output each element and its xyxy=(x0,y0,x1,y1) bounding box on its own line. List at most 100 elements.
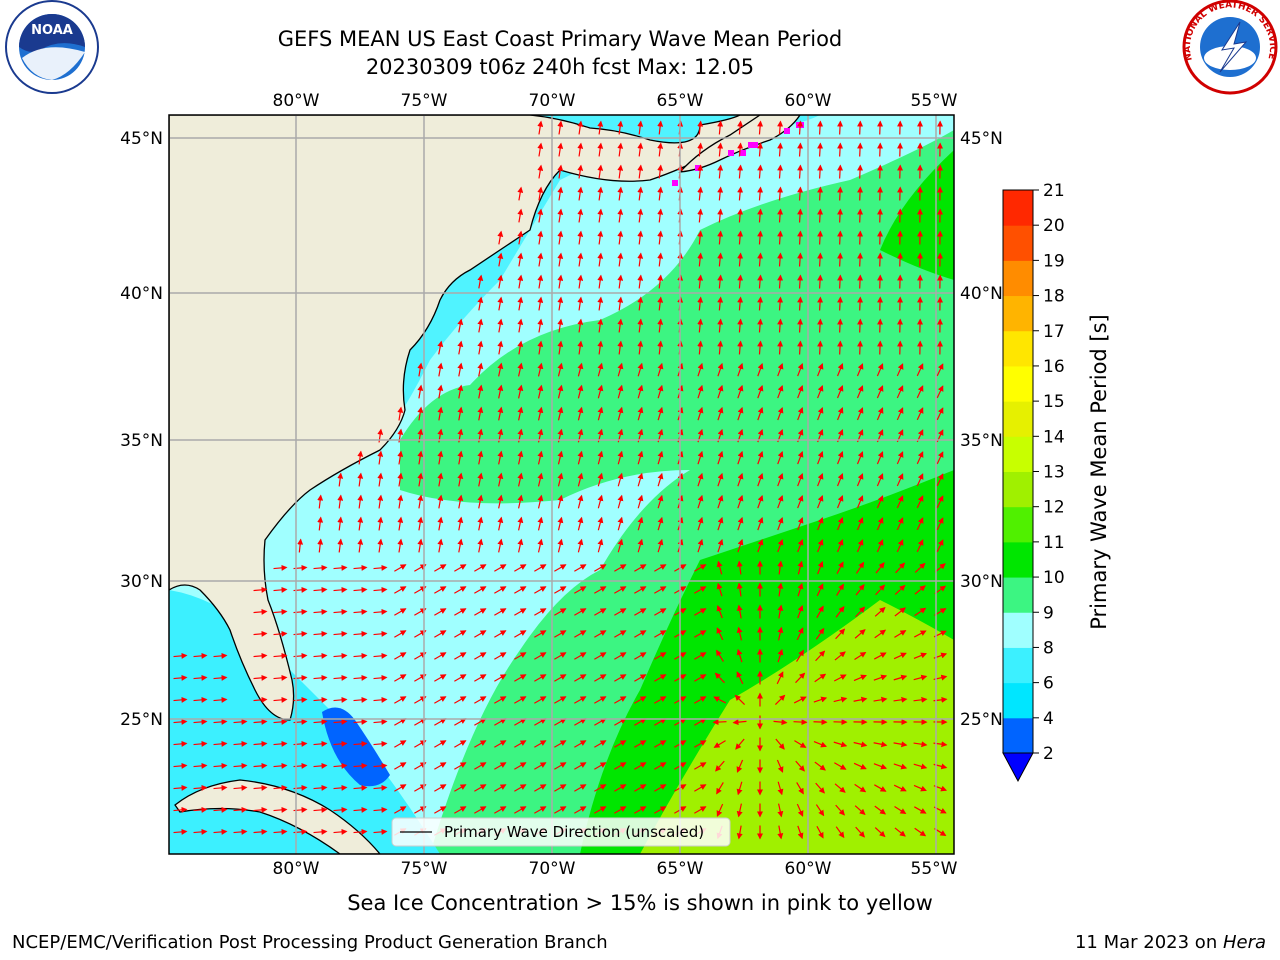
wave-arrow xyxy=(213,806,228,813)
wave-arrow xyxy=(353,784,368,791)
wave-arrow xyxy=(333,564,348,571)
wave-arrow xyxy=(517,450,524,465)
wave-arrow xyxy=(777,252,784,267)
wave-arrow xyxy=(716,803,724,817)
wave-arrow xyxy=(577,450,584,465)
wave-arrow xyxy=(694,718,707,726)
wave-arrow xyxy=(497,296,504,311)
wave-arrow xyxy=(614,630,627,638)
wave-arrow xyxy=(657,318,664,333)
wave-arrow xyxy=(916,495,924,509)
wave-arrow xyxy=(736,781,743,796)
wave-arrow xyxy=(193,674,208,681)
wave-arrow xyxy=(797,120,804,135)
wave-arrow xyxy=(637,296,644,311)
wave-arrow xyxy=(896,363,904,377)
wave-arrow xyxy=(757,340,764,355)
land-cuba xyxy=(174,779,381,854)
wave-arrow xyxy=(854,805,866,816)
wave-arrow xyxy=(474,784,487,792)
wave-arrow xyxy=(797,825,804,840)
wave-arrow xyxy=(557,296,564,311)
colorbar: 2 4 6 8 9 10 11 12 13 14 15 16 17 18 19 20 21 xyxy=(1002,181,1065,783)
wave-arrow xyxy=(856,451,864,465)
wave-arrow xyxy=(736,825,743,840)
wave-arrow xyxy=(914,562,926,573)
wave-arrow xyxy=(594,784,607,792)
wave-arrow xyxy=(874,784,887,792)
wave-arrow xyxy=(557,450,564,465)
wave-arrow xyxy=(534,564,547,572)
wave-arrow xyxy=(477,318,484,333)
wave-arrow xyxy=(557,494,564,509)
wave-arrow xyxy=(577,494,584,509)
lat-label: 40°N xyxy=(960,284,1003,304)
wave-arrow xyxy=(657,450,664,465)
wave-arrow xyxy=(717,450,724,465)
wave-arrow xyxy=(777,560,784,575)
wave-arrow xyxy=(896,451,904,465)
wave-arrow xyxy=(357,494,364,509)
wave-arrow xyxy=(377,516,384,531)
wave-arrow xyxy=(394,806,407,814)
wave-arrow xyxy=(434,718,447,726)
wave-arrow xyxy=(896,495,904,509)
wave-arrow xyxy=(793,719,808,726)
wave-arrow xyxy=(713,740,726,748)
wave-arrow xyxy=(534,696,547,704)
wave-arrow xyxy=(373,564,388,571)
wave-arrow xyxy=(477,538,484,553)
wave-arrow xyxy=(273,586,288,593)
wave-arrow xyxy=(735,738,745,750)
wave-arrow xyxy=(737,384,744,399)
wave-arrow xyxy=(716,782,724,795)
wave-arrow xyxy=(537,450,544,465)
footer-date-text: 11 Mar 2023 on xyxy=(1074,932,1223,953)
wave-arrow xyxy=(697,120,704,135)
wave-arrow xyxy=(577,384,584,399)
wave-arrow xyxy=(654,652,667,660)
wave-arrow xyxy=(797,604,804,619)
wave-arrow xyxy=(437,384,444,399)
wave-arrow xyxy=(253,696,268,703)
wave-arrow xyxy=(817,230,824,245)
lat-label: 40°N xyxy=(120,284,163,304)
wave-arrow xyxy=(193,762,208,769)
wave-arrow xyxy=(617,384,624,399)
wave-arrow xyxy=(514,740,527,748)
wave-arrow xyxy=(717,340,724,355)
wave-arrow xyxy=(597,516,604,531)
wave-arrow xyxy=(597,230,604,245)
wave-arrow xyxy=(737,538,744,553)
wave-arrow xyxy=(715,760,725,772)
wave-arrow xyxy=(534,586,547,594)
wave-arrow xyxy=(634,718,647,726)
wave-arrow xyxy=(815,782,825,794)
wave-arrow xyxy=(594,586,607,594)
wave-arrow xyxy=(837,296,844,311)
wave-arrow xyxy=(637,362,644,377)
wave-arrow xyxy=(373,762,388,769)
wave-arrow xyxy=(474,806,487,814)
legend-label: Primary Wave Direction (unscaled) xyxy=(444,823,704,841)
wave-arrow xyxy=(574,784,587,792)
wave-arrow xyxy=(757,472,764,487)
wave-arrow xyxy=(193,784,208,791)
wave-arrow xyxy=(797,472,804,487)
colorbar-tick-label: 9 xyxy=(1043,603,1054,623)
wave-arrow xyxy=(357,538,364,553)
wave-arrow xyxy=(313,696,328,703)
wave-arrow xyxy=(814,673,827,683)
wave-arrow xyxy=(716,649,724,662)
wave-arrow xyxy=(637,164,644,179)
wave-arrow xyxy=(173,762,188,769)
wave-arrow xyxy=(313,564,328,571)
wave-arrow xyxy=(856,539,864,553)
lat-label: 30°N xyxy=(120,572,163,592)
wave-arrow xyxy=(774,694,786,706)
wave-arrow xyxy=(353,608,368,615)
wave-arrow xyxy=(697,494,704,509)
wave-arrow xyxy=(817,385,824,399)
wave-arrow xyxy=(757,120,764,135)
wave-arrow xyxy=(434,564,447,572)
